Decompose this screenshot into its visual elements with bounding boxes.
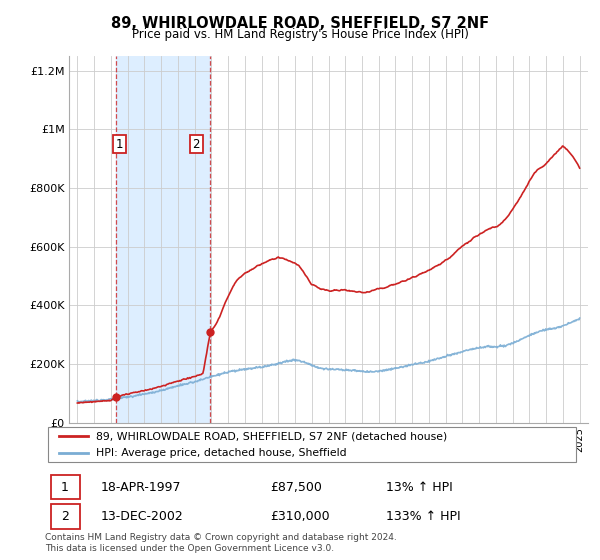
Text: Contains HM Land Registry data © Crown copyright and database right 2024.
This d: Contains HM Land Registry data © Crown c… bbox=[45, 533, 397, 553]
Text: 1: 1 bbox=[61, 480, 69, 494]
Text: 13% ↑ HPI: 13% ↑ HPI bbox=[386, 480, 452, 494]
Bar bbox=[116, 56, 211, 423]
Text: £87,500: £87,500 bbox=[270, 480, 322, 494]
Bar bbox=[50, 475, 80, 500]
Text: 2: 2 bbox=[193, 138, 200, 151]
Text: 2: 2 bbox=[61, 510, 69, 523]
Bar bbox=[50, 504, 80, 529]
Text: 13-DEC-2002: 13-DEC-2002 bbox=[101, 510, 184, 523]
Text: £310,000: £310,000 bbox=[270, 510, 329, 523]
Text: 89, WHIRLOWDALE ROAD, SHEFFIELD, S7 2NF: 89, WHIRLOWDALE ROAD, SHEFFIELD, S7 2NF bbox=[111, 16, 489, 31]
Text: 18-APR-1997: 18-APR-1997 bbox=[101, 480, 181, 494]
Text: 1: 1 bbox=[115, 138, 123, 151]
Text: HPI: Average price, detached house, Sheffield: HPI: Average price, detached house, Shef… bbox=[95, 449, 346, 458]
Text: Price paid vs. HM Land Registry's House Price Index (HPI): Price paid vs. HM Land Registry's House … bbox=[131, 28, 469, 41]
Text: 89, WHIRLOWDALE ROAD, SHEFFIELD, S7 2NF (detached house): 89, WHIRLOWDALE ROAD, SHEFFIELD, S7 2NF … bbox=[95, 431, 447, 441]
Text: 133% ↑ HPI: 133% ↑ HPI bbox=[386, 510, 461, 523]
